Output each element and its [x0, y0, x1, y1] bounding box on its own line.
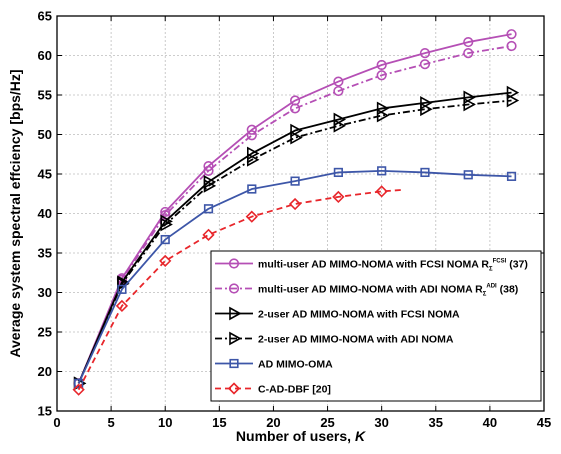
y-tick-label: 30: [38, 285, 52, 300]
series-5-point: [463, 170, 473, 180]
y-tick-label: 15: [38, 404, 52, 419]
series-6-point: [159, 254, 172, 268]
series-6-point: [115, 299, 129, 313]
series-5-point: [247, 184, 257, 194]
legend-swatch-marker: [227, 382, 241, 395]
series-5-point: [290, 176, 300, 186]
series-3-point: [376, 101, 390, 116]
y-tick-label: 35: [38, 246, 52, 261]
series-2-point: [376, 70, 387, 81]
series-1-point: [246, 124, 257, 135]
x-tick-label: 30: [374, 415, 388, 430]
series-3-point: [290, 123, 303, 138]
legend-swatch-marker: [228, 283, 240, 294]
series-1-point: [419, 48, 431, 59]
x-tick-label: 20: [266, 415, 280, 430]
series-6-point: [72, 383, 85, 396]
x-tick-label: 0: [53, 415, 60, 430]
series-5: [74, 166, 517, 388]
series-5-point: [74, 378, 84, 388]
ticks: [56, 15, 545, 412]
series-2-point: [203, 165, 214, 176]
x-tick-label: 25: [320, 415, 334, 430]
series-1-point: [376, 59, 387, 71]
series-5-line: [77, 169, 512, 384]
x-tick-label: 10: [158, 415, 172, 430]
legend-box: [210, 250, 542, 402]
x-axis-title: Number of users, K: [236, 428, 366, 444]
x-tick-label: 45: [537, 415, 551, 430]
series-6-point: [288, 197, 302, 211]
legend-swatch-marker: [228, 258, 240, 269]
series-4-point: [160, 217, 173, 232]
series-layer: [72, 29, 520, 396]
x-tick-label: 5: [107, 415, 114, 430]
series-3-line: [77, 91, 512, 384]
y-tick-label: 50: [38, 127, 52, 142]
y-tick-label: 65: [38, 9, 52, 24]
series-6-point: [202, 228, 215, 241]
x-tick-label: 35: [429, 415, 443, 430]
series-4-point: [203, 178, 217, 193]
series-2-point: [333, 85, 344, 97]
series-2-point: [506, 40, 517, 52]
x-tick-label: 40: [483, 415, 497, 430]
series-4-point: [117, 276, 130, 291]
y-tick-label: 25: [38, 325, 52, 340]
legend-swatch-marker: [229, 306, 242, 321]
series-1-point: [463, 36, 474, 48]
tick-labels: 0 5 10 15 20 25 30 35 40 45 15 20 25 30 35 40 45 50 55 60 65: [38, 9, 552, 431]
y-tick-label: 40: [38, 206, 52, 221]
legend-swatch-marker: [229, 331, 242, 346]
series-3-point: [506, 85, 520, 100]
series-3-point: [463, 90, 476, 105]
series-1-point: [203, 161, 214, 172]
series-4-point: [463, 97, 476, 112]
series-2-point: [463, 48, 474, 59]
series-5-point: [333, 167, 343, 178]
series-5-point: [506, 171, 517, 181]
series-1-line: [77, 33, 512, 384]
series-4-point: [376, 108, 390, 123]
series-1: [73, 29, 517, 389]
y-tick-label: 55: [38, 88, 52, 103]
legend-label: multi-user AD MIMO-NOMA with FCSI NOMA R…: [258, 258, 528, 272]
series-4-line: [77, 99, 512, 384]
series-4-point: [290, 130, 303, 145]
x-tick-label: 15: [212, 415, 226, 430]
legend-label: AD MIMO-OMA: [258, 358, 333, 370]
series-6-point: [375, 185, 388, 198]
series-2-point: [419, 59, 431, 70]
series-5-point: [160, 234, 170, 245]
series-4-point: [506, 93, 520, 108]
series-1-point: [506, 29, 517, 40]
y-tick-label: 60: [38, 48, 52, 63]
series-5-point: [377, 166, 387, 176]
series-4-point: [420, 102, 433, 117]
legend-label: C-AD-DBF [20]: [258, 383, 331, 395]
series-6-point: [332, 190, 345, 204]
series-6-line: [77, 188, 404, 391]
series-5-point: [203, 204, 214, 214]
series-1-point: [333, 76, 344, 87]
series-4-point: [333, 118, 347, 133]
series-2-point: [246, 130, 257, 141]
series-5-point: [117, 284, 127, 294]
legend: multi-user AD MIMO-NOMA with FCSI NOMA R…: [210, 250, 542, 402]
legend-swatch-marker: [229, 358, 239, 369]
y-tick-label: 45: [38, 167, 52, 182]
series-5-point: [420, 167, 430, 178]
series-2-point: [289, 103, 301, 114]
y-tick-label: 20: [38, 364, 52, 379]
series-6-point: [245, 210, 258, 223]
y-axis-title: Average system spectral effciency [bps/H…: [7, 69, 23, 357]
legend-label: 2-user AD MIMO-NOMA with FCSI NOMA: [258, 308, 460, 320]
legend-label: multi-user AD MIMO-NOMA with ADI NOMA RΣ…: [258, 283, 518, 297]
series-6: [72, 185, 404, 396]
series-2-line: [77, 45, 512, 384]
legend-label: 2-user AD MIMO-NOMA with ADI NOMA: [258, 333, 454, 345]
series-4-point: [247, 152, 260, 167]
